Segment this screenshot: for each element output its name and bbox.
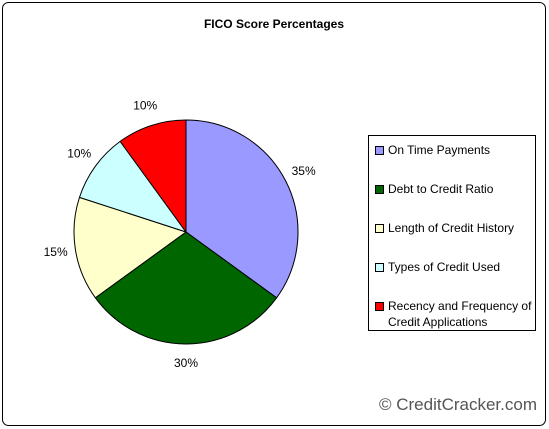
watermark: © CreditCracker.com	[378, 395, 537, 414]
legend-swatch	[375, 263, 384, 272]
data-label: 30%	[174, 356, 198, 370]
pie-slice	[73, 196, 188, 299]
legend-item: Types of Credit Used	[375, 259, 533, 275]
legend-swatch	[375, 185, 384, 194]
legend-label: Types of Credit Used	[388, 260, 501, 274]
legend-label: On Time Payments	[388, 143, 491, 157]
legend-item: Debt to Credit Ratio	[375, 181, 533, 197]
legend: On Time Payments Debt to Credit Ratio Leng…	[368, 135, 536, 331]
chart-title: FICO Score Percentages	[204, 17, 344, 31]
legend-label: Debt to Credit Ratio	[388, 182, 494, 196]
legend-swatch	[375, 224, 384, 233]
legend-item: Length of Credit History	[375, 220, 533, 236]
data-label: 35%	[292, 164, 316, 178]
pie-slice	[119, 119, 187, 234]
legend-item: On Time Payments	[375, 142, 533, 158]
legend-item: Recency and Frequency of Credit Applicat…	[375, 298, 533, 330]
pie-slice	[185, 119, 299, 299]
legend-label: Recency and Frequency of Credit Applicat…	[388, 299, 532, 329]
data-label: 15%	[44, 245, 68, 259]
legend-swatch	[375, 302, 384, 311]
legend-label: Length of Credit History	[388, 221, 515, 235]
legend-swatch	[375, 146, 384, 155]
data-label: 10%	[67, 147, 91, 161]
pie-slice	[94, 231, 278, 345]
data-label: 10%	[133, 99, 157, 113]
